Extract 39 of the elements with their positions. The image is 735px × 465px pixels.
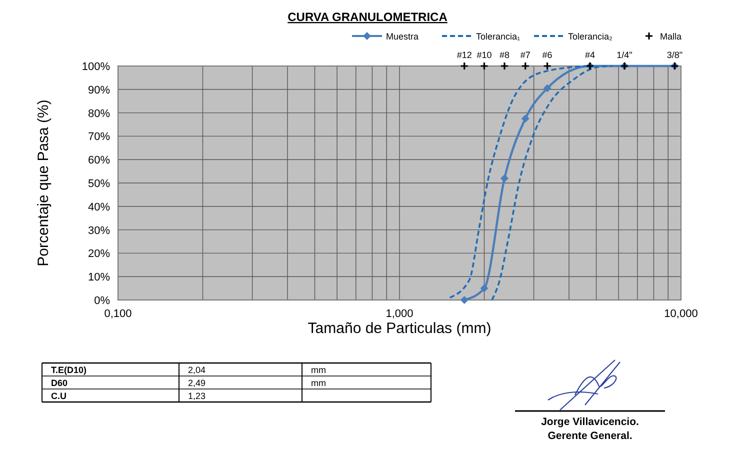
annotation: #4	[584, 50, 595, 60]
annotation: #8	[499, 50, 510, 60]
text: D60	[51, 378, 68, 388]
text: 1,23	[188, 391, 206, 401]
legend-label: Muestra	[386, 32, 419, 42]
annotation: 3/8"	[666, 50, 683, 60]
y-tick-label: 20%	[88, 248, 110, 260]
text: 2,49	[188, 378, 206, 388]
y-tick-label: 0%	[94, 295, 110, 307]
text: Gerente General.	[548, 430, 632, 442]
y-tick-label: 60%	[88, 154, 110, 167]
y-tick-label: 70%	[88, 131, 110, 144]
y-tick-label: 90%	[88, 84, 110, 96]
y-axis-title: Porcentaje que Pasa (%)	[35, 100, 52, 266]
text: C.U	[51, 391, 66, 401]
annotation: #6	[542, 50, 552, 60]
legend-label: Malla	[660, 32, 682, 42]
legend-label: Tolerancia₁	[476, 32, 520, 42]
y-tick-label: 50%	[88, 178, 110, 190]
y-tick-label: 40%	[88, 201, 110, 214]
annotation: #10	[476, 50, 492, 60]
text: T.E(D10)	[51, 365, 87, 375]
y-tick-label: 30%	[88, 224, 110, 237]
y-tick-label: 100%	[82, 61, 110, 73]
annotation: #7	[520, 50, 530, 60]
annotation: 1/4"	[616, 50, 632, 60]
text: mm	[311, 365, 326, 375]
y-tick-label: 10%	[88, 272, 110, 284]
text: Jorge Villavicencio.	[541, 416, 640, 428]
chart-title: CURVA GRANULOMETRICA	[288, 10, 448, 24]
legend-label: Tolerancia₂	[568, 32, 614, 42]
text: mm	[311, 378, 326, 388]
x-axis-title: Tamaño de Particulas (mm)	[308, 320, 492, 337]
x-tick-label: 0,100	[104, 308, 132, 320]
x-tick-label: 10,000	[664, 308, 698, 320]
x-tick-label: 1,000	[386, 308, 414, 320]
y-tick-label: 80%	[88, 108, 110, 120]
annotation: #12	[456, 50, 472, 60]
text: 2,04	[188, 365, 206, 375]
